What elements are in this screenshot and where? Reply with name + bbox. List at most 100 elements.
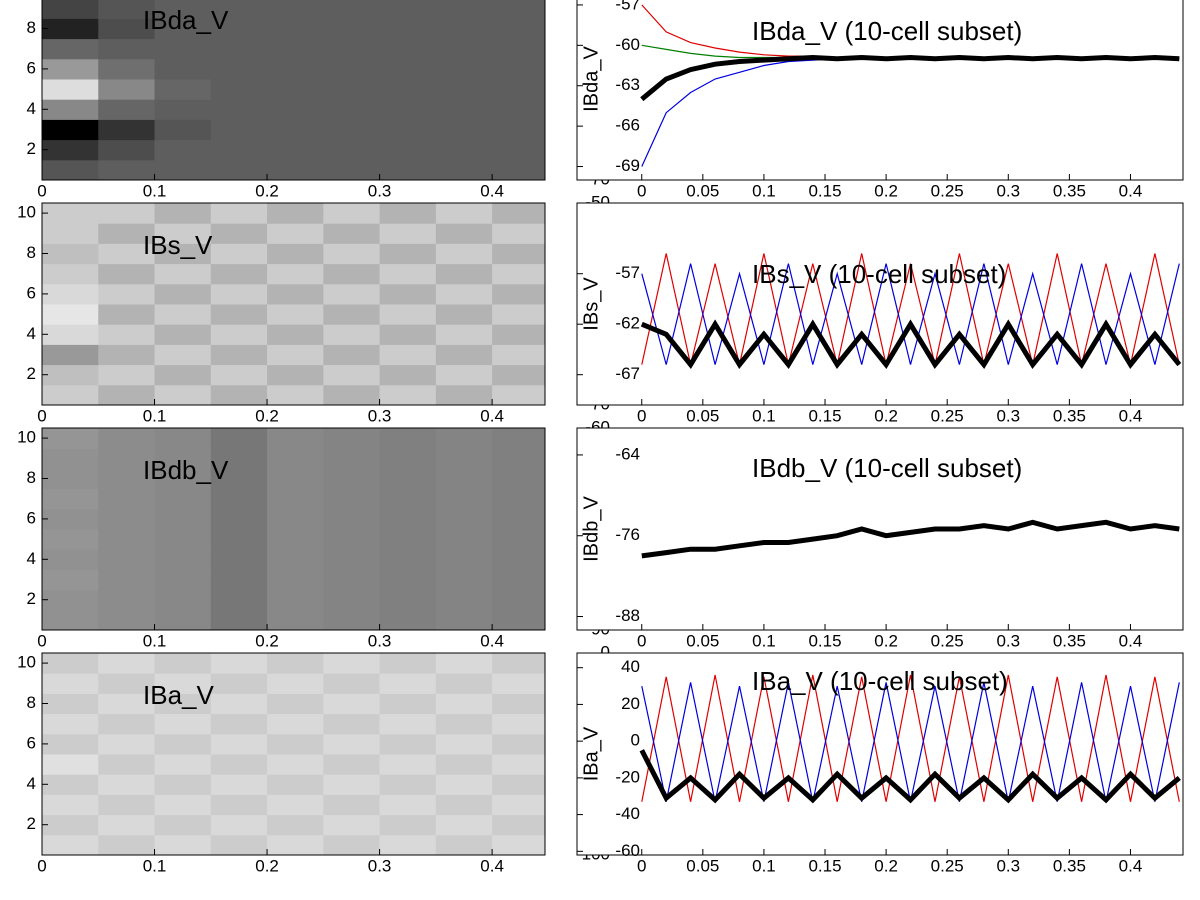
heatmap-cell — [210, 304, 268, 325]
y-tick-label: -88 — [615, 606, 640, 625]
axes-background — [576, 202, 1184, 406]
x-tick-label: 0.1 — [143, 181, 167, 200]
heatmap-cell — [323, 139, 381, 161]
heatmap-cell — [210, 243, 268, 265]
plot-title: IBs_V (10-cell subset) — [752, 259, 1006, 289]
heatmap-cell — [42, 243, 99, 265]
heatmap-cell — [42, 203, 99, 224]
heatmap — [42, 0, 545, 180]
trace — [641, 253, 1180, 365]
lines — [640, 253, 1182, 369]
heatmap-cell — [98, 99, 156, 120]
x-tick-label: 0.35 — [1053, 406, 1086, 425]
heatmap-cell — [210, 508, 268, 530]
heatmap-cell — [323, 508, 381, 530]
y-axis-label: IBda_V — [580, 46, 602, 112]
heatmap-cell — [435, 364, 493, 386]
heatmap-cell — [323, 384, 381, 405]
heatmap-cell — [42, 344, 99, 366]
heatmap-cell — [42, 364, 99, 386]
heatmap-cell — [435, 529, 493, 550]
x-tick-label: 0.05 — [686, 181, 719, 200]
heatmap-cell — [154, 428, 212, 449]
heatmap-cell — [267, 79, 324, 100]
y-tick-label: -63 — [615, 75, 640, 94]
x-tick-label: 0.1 — [752, 181, 776, 200]
heatmap-cell — [42, 304, 99, 325]
heatmap-cell — [267, 794, 324, 816]
y-tick-label: -64 — [615, 444, 640, 463]
heatmap-cell — [323, 774, 381, 795]
x-tick-label: 0.15 — [808, 856, 841, 875]
heatmap-cell — [435, 0, 493, 19]
heatmap-cell — [267, 733, 324, 755]
heatmap-cell — [267, 569, 324, 591]
heatmap-cell — [42, 0, 99, 19]
heatmap-cell — [154, 834, 212, 855]
heatmap-cell — [154, 774, 212, 795]
trace — [641, 519, 1180, 559]
heatmap-cell — [154, 119, 212, 141]
heatmap-cell — [154, 673, 212, 694]
heatmap-cell — [42, 549, 99, 570]
heatmap-cell — [323, 609, 381, 630]
heatmap-cell — [154, 38, 212, 60]
heatmap-cell — [323, 18, 381, 40]
heatmap-cell — [98, 549, 156, 570]
heatmap-cell — [492, 263, 545, 285]
heatmap-cell — [154, 693, 212, 715]
heatmap-cell — [323, 79, 381, 100]
heatmap-cell — [267, 139, 324, 161]
heatmap-cell — [435, 384, 493, 405]
heatmap-cell — [492, 119, 545, 141]
heatmap-cell — [98, 733, 156, 755]
heatmap-cell — [492, 364, 545, 386]
x-tick-label: 0.35 — [1053, 856, 1086, 875]
heatmap-title: IBs_V — [143, 230, 213, 260]
heatmap-cell — [210, 344, 268, 366]
heatmap-cell — [492, 673, 545, 694]
trace — [640, 54, 1180, 102]
heatmap-cell — [435, 139, 493, 161]
y-tick-label: 6 — [27, 283, 36, 302]
x-tick-label: 0.05 — [686, 406, 719, 425]
x-tick-label: 0.3 — [996, 406, 1020, 425]
heatmap-cell — [492, 203, 545, 224]
heatmap — [42, 428, 545, 630]
heatmap-cell — [210, 0, 268, 19]
lines — [641, 519, 1180, 559]
heatmap-cell — [435, 58, 493, 80]
heatmap-cell — [98, 119, 156, 141]
heatmap-cell — [435, 428, 493, 449]
heatmap-cell — [210, 794, 268, 816]
x-tick-label: 0.1 — [143, 856, 167, 875]
heatmap-cell — [379, 99, 437, 120]
heatmap-cell — [435, 774, 493, 795]
heatmap-cell — [267, 673, 324, 694]
heatmap-cell — [210, 203, 268, 224]
heatmap-cell — [42, 79, 99, 100]
heatmap-cell — [42, 508, 99, 530]
heatmap-cell — [435, 203, 493, 224]
heatmap-cell — [379, 344, 437, 366]
heatmap-cell — [98, 754, 156, 775]
x-tick-label: 0.2 — [874, 631, 898, 650]
heatmap-cell — [210, 549, 268, 570]
heatmap-cell — [98, 0, 156, 19]
heatmap-cell — [267, 364, 324, 386]
heatmap-cell — [98, 283, 156, 305]
heatmap-cell — [379, 529, 437, 550]
heatmap-cell — [98, 324, 156, 345]
x-tick-label: 0.4 — [480, 631, 504, 650]
heatmap-cell — [492, 609, 545, 630]
heatmap-cell — [492, 814, 545, 836]
heatmap-cell — [379, 18, 437, 40]
heatmap-title: IBa_V — [143, 680, 214, 710]
heatmap-cell — [323, 263, 381, 285]
heatmap-cell — [98, 263, 156, 285]
heatmap-cell — [210, 38, 268, 60]
heatmap-cell — [492, 774, 545, 795]
y-tick-label: -57 — [615, 263, 640, 282]
heatmap-cell — [435, 834, 493, 855]
heatmap-cell — [98, 203, 156, 224]
